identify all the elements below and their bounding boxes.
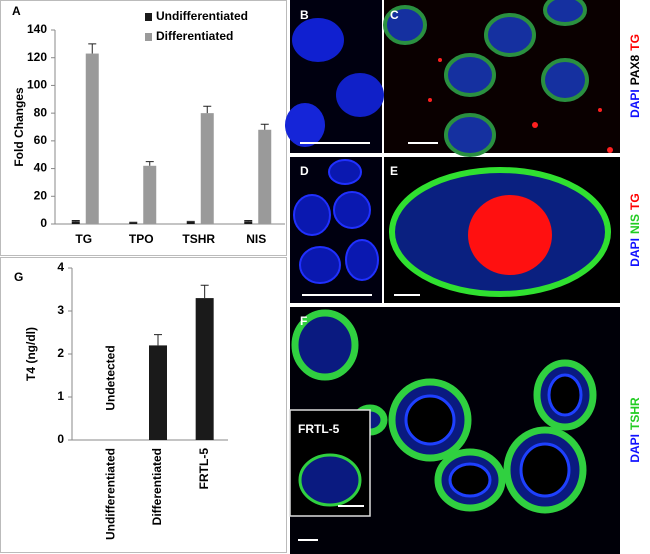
bar (85, 53, 99, 224)
annotation: Undetected (104, 345, 118, 410)
y-tick-label: 40 (34, 161, 48, 175)
x-tick-label: TG (75, 232, 92, 246)
y-tick-label: 0 (40, 216, 47, 230)
y-tick-label: 80 (34, 105, 48, 119)
y-tick-label: 1 (57, 389, 64, 403)
x-tick-label: TSHR (182, 232, 215, 246)
x-tick-label: NIS (246, 232, 266, 246)
bar (200, 113, 214, 224)
x-tick-label: Differentiated (150, 448, 164, 525)
x-tick-label: Undifferentiated (104, 448, 118, 540)
error-bar (71, 220, 80, 222)
y-tick-label: 0 (57, 432, 64, 446)
legend-swatch (145, 13, 152, 21)
bar (149, 345, 167, 440)
frame (0, 257, 287, 553)
bar (71, 221, 80, 224)
stain-word: DAPI (628, 434, 642, 463)
error-bar (244, 220, 253, 222)
error-bar (186, 220, 195, 222)
stain-word: PAX8 (628, 54, 642, 85)
bar (143, 165, 157, 224)
error-bar (145, 161, 154, 166)
stain-word: TSHR (628, 397, 642, 430)
error-bar (203, 105, 212, 114)
stain-label: DAPI TSHR (628, 397, 642, 463)
panel-label: B (300, 8, 309, 22)
panel-label: C (390, 8, 399, 22)
bar (244, 221, 253, 224)
y-tick-label: 4 (57, 260, 64, 274)
panel-label: A (12, 4, 21, 18)
stain-label: DAPI PAX8 TG (628, 34, 642, 118)
panel-label: E (390, 164, 398, 178)
error-bar (154, 334, 162, 346)
y-tick-label: 140 (27, 22, 47, 36)
panel-label: D (300, 164, 309, 178)
bar (195, 298, 214, 440)
bar (258, 129, 272, 224)
stain-label: DAPI NIS TG (628, 193, 642, 266)
y-tick-label: 120 (27, 50, 47, 64)
y-tick-label: 20 (34, 188, 48, 202)
stain-word: NIS (628, 214, 642, 234)
panel-label: G (14, 270, 23, 284)
y-axis-label: Fold Changes (12, 87, 26, 167)
error-bar (260, 123, 269, 130)
x-tick-label: FRTL-5 (197, 448, 211, 490)
bar (129, 222, 138, 224)
error-bar (88, 43, 97, 54)
bar (186, 221, 195, 224)
legend-swatch (145, 33, 152, 41)
stain-word: DAPI (628, 89, 642, 118)
legend-label: Differentiated (156, 29, 233, 43)
panel-label: F (300, 314, 307, 328)
y-tick-label: 2 (57, 346, 64, 360)
y-tick-label: 100 (27, 78, 47, 92)
micrographs (285, 0, 620, 554)
x-tick-label: TPO (129, 232, 154, 246)
stain-word: TG (628, 34, 642, 51)
stain-word: TG (628, 193, 642, 210)
y-tick-label: 60 (34, 133, 48, 147)
y-tick-label: 3 (57, 303, 64, 317)
y-axis-label: T4 (ng/dl) (24, 327, 38, 381)
legend-label: Undifferentiated (156, 9, 248, 23)
error-bar (200, 284, 209, 299)
inset-label: FRTL-5 (298, 422, 340, 436)
stain-word: DAPI (628, 238, 642, 267)
